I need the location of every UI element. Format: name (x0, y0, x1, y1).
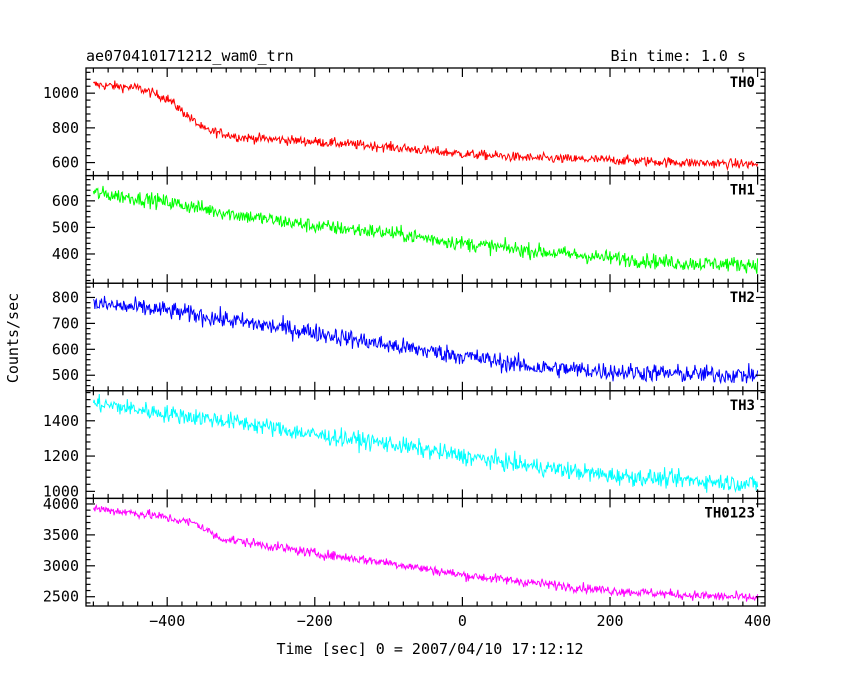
x-tick-label: 0 (458, 612, 467, 630)
panel-frame (85, 282, 766, 392)
y-tick-label: 1000 (43, 482, 79, 500)
x-tick-label: 400 (744, 612, 771, 630)
y-tick-label: 1400 (43, 412, 79, 430)
chart-title: ae070410171212_wam0_trn (86, 47, 294, 65)
panels-group: 600 800 1000 TH0 400 500 600 TH1 500 600 700 800 TH2… (43, 67, 771, 630)
y-tick-label: 700 (52, 314, 79, 332)
x-axis-label: Time [sec] 0 = 2007/04/10 17:12:12 (276, 640, 583, 658)
y-tick-label: 600 (52, 340, 79, 358)
panel-frame (85, 497, 766, 607)
x-tick-label: 200 (596, 612, 623, 630)
panel-label: TH0 (730, 75, 755, 91)
y-tick-label: 800 (52, 288, 79, 306)
panel-frame (85, 390, 766, 500)
panel-th2: 500 600 700 800 TH2 (52, 282, 766, 392)
y-tick-label: 1200 (43, 447, 79, 465)
series-line-th2 (92, 295, 759, 385)
x-tick-label: −200 (297, 612, 333, 630)
bin-time-label: Bin time: 1.0 s (611, 47, 746, 65)
y-tick-label: 500 (52, 218, 79, 236)
series-line-th1 (92, 185, 759, 274)
panel-th1: 400 500 600 TH1 (52, 174, 766, 284)
y-tick-label: 800 (52, 119, 79, 137)
series-line-th3 (92, 393, 759, 494)
y-tick-label: 3500 (43, 526, 79, 544)
x-tick-label: −400 (149, 612, 185, 630)
panel-th3: 1000 1200 1400 TH3 (43, 390, 766, 500)
series-line-th0 (93, 80, 759, 172)
y-tick-label: 4000 (43, 495, 79, 513)
y-tick-label: 400 (52, 245, 79, 263)
panel-frame (85, 67, 766, 177)
series-line-th0123 (92, 503, 759, 602)
panel-label: TH2 (730, 290, 755, 306)
panel-label: TH3 (730, 398, 755, 414)
panel-label: TH1 (730, 183, 755, 199)
y-tick-label: 2500 (43, 588, 79, 606)
panel-frame (85, 174, 766, 284)
y-tick-label: 600 (52, 154, 79, 172)
y-tick-label: 600 (52, 192, 79, 210)
panel-th0: 600 800 1000 TH0 (43, 67, 766, 177)
y-axis-label: Counts/sec (4, 293, 22, 383)
y-tick-label: 500 (52, 366, 79, 384)
panel-label: TH0123 (704, 505, 755, 521)
y-tick-label: 3000 (43, 557, 79, 575)
panel-th0123: 2500 3000 3500 4000 TH0123 (43, 495, 766, 607)
y-tick-label: 1000 (43, 84, 79, 102)
